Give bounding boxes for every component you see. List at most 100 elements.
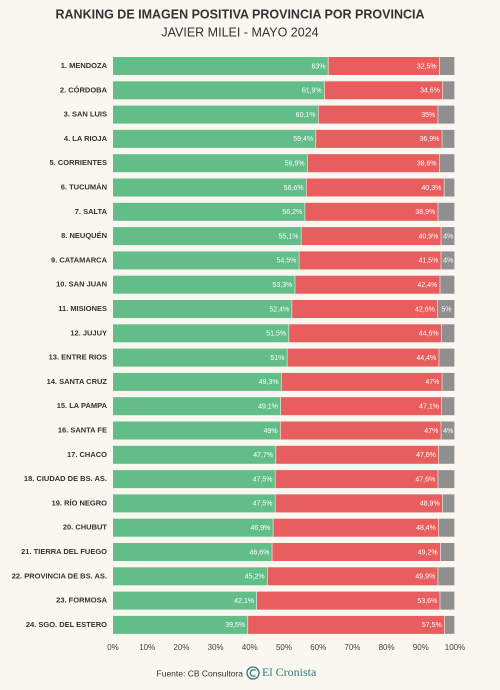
value-label: 35%: [421, 112, 435, 119]
value-label: 40,9%: [418, 233, 438, 240]
bar-segment: [113, 470, 275, 489]
bar-segment: [275, 494, 443, 513]
x-tick-label: 70%: [344, 643, 360, 652]
x-tick-label: 80%: [379, 643, 395, 652]
category-label: 3. SAN LUIS: [64, 110, 107, 119]
bar-segment: [307, 154, 440, 173]
bar-segment: [442, 372, 455, 391]
bar-segment: [438, 202, 455, 221]
bar-segment: [113, 129, 316, 148]
category-label: 8. NEUQUÉN: [61, 231, 107, 240]
category-label: 2. CÓRDOBA: [60, 85, 108, 94]
chart-title: RANKING DE IMAGEN POSITIVA PROVINCIA POR…: [55, 7, 424, 21]
value-label: 40,3%: [422, 185, 442, 192]
value-label: 60,1%: [296, 112, 316, 119]
bar-segment: [439, 154, 455, 173]
value-label: 46,6%: [250, 549, 270, 556]
bar-segment: [113, 324, 289, 343]
bar-segment: [444, 178, 455, 197]
value-label: 38,6%: [417, 161, 437, 168]
bar-segment: [113, 178, 306, 197]
bar-segment: [113, 445, 276, 464]
value-label: 49%: [264, 428, 278, 435]
value-label: 57,5%: [422, 622, 442, 629]
bar-segment: [280, 421, 441, 440]
category-label: 10. SAN JUAN: [56, 280, 107, 289]
bar-segment: [113, 494, 275, 513]
value-label: 61,9%: [302, 88, 322, 95]
bar-segment: [273, 518, 439, 537]
bar-segment: [113, 615, 248, 634]
bar-segment: [113, 397, 281, 416]
value-label: 45,2%: [245, 574, 265, 581]
value-label: 4%: [443, 258, 453, 265]
value-label: 52,4%: [269, 306, 289, 313]
bar-segment: [289, 324, 442, 343]
value-label: 56,6%: [284, 185, 304, 192]
value-label: 41,5%: [418, 258, 438, 265]
category-label: 9. CATAMARCA: [51, 255, 108, 264]
x-tick-label: 100%: [445, 643, 465, 652]
value-label: 47,5%: [253, 476, 273, 483]
bar-segment: [113, 227, 301, 246]
bar-segment: [301, 227, 441, 246]
value-label: 5%: [441, 306, 451, 313]
value-label: 55,1%: [279, 233, 299, 240]
category-label: 18. CIUDAD DE BS. AS.: [24, 474, 107, 483]
bar-segment: [442, 494, 455, 513]
bar-segment: [437, 300, 455, 318]
value-label: 54,5%: [277, 258, 297, 265]
brand: El Cronista: [262, 665, 317, 679]
bar-segment: [441, 324, 455, 343]
x-tick-label: 60%: [310, 643, 326, 652]
value-label: 47,6%: [416, 452, 436, 459]
bar-segment: [441, 421, 455, 440]
category-label: 23. FORMOSA: [56, 596, 107, 605]
category-label: 5. CORRIENTES: [49, 158, 107, 167]
value-label: 48,9%: [420, 501, 440, 508]
bar-segment: [306, 178, 444, 197]
bar-segment: [287, 348, 439, 367]
value-label: 53,6%: [417, 598, 437, 605]
bar-segment: [113, 81, 325, 100]
x-tick-label: 90%: [413, 643, 429, 652]
bar-segment: [444, 615, 455, 634]
value-label: 48,4%: [416, 525, 436, 532]
value-label: 36,9%: [419, 136, 439, 143]
bar-segment: [281, 372, 442, 391]
category-label: 22. PROVINCIA DE BS. AS.: [12, 571, 107, 580]
bar-segment: [305, 202, 438, 221]
value-label: 42,6%: [415, 306, 435, 313]
category-label: 17. CHACO: [67, 450, 107, 459]
bar-segment: [324, 81, 443, 100]
chart-subtitle: JAVIER MILEI - MAYO 2024: [161, 25, 318, 39]
bar-segment: [299, 251, 441, 270]
value-label: 56,9%: [285, 161, 305, 168]
bar-segment: [442, 397, 455, 416]
bar-segment: [113, 105, 318, 124]
category-label: 19. RÍO NEGRO: [52, 498, 108, 507]
x-tick-label: 30%: [208, 643, 224, 652]
value-label: 44,6%: [419, 331, 439, 338]
value-label: 49,1%: [258, 404, 278, 411]
bar-segment: [272, 543, 441, 561]
source: Fuente: CB Consultora: [157, 668, 244, 678]
bar-segment: [316, 129, 442, 148]
bar-segment: [113, 567, 267, 586]
category-label: 20. CHUBUT: [63, 523, 108, 532]
value-label: 34,6%: [420, 88, 440, 95]
value-label: 47,1%: [419, 404, 439, 411]
x-tick-label: 40%: [242, 643, 258, 652]
value-label: 44,4%: [416, 355, 436, 362]
value-label: 42,4%: [417, 282, 437, 289]
category-label: 14. SANTA CRUZ: [47, 377, 108, 386]
value-label: 59,4%: [293, 136, 313, 143]
value-label: 32,5%: [417, 63, 437, 70]
bar-segment: [295, 275, 440, 294]
x-tick-label: 0%: [107, 643, 119, 652]
category-label: 21. TIERRA DEL FUEGO: [21, 547, 107, 556]
bar-segment: [439, 57, 455, 75]
value-label: 51%: [270, 355, 284, 362]
bar-segment: [440, 543, 455, 561]
